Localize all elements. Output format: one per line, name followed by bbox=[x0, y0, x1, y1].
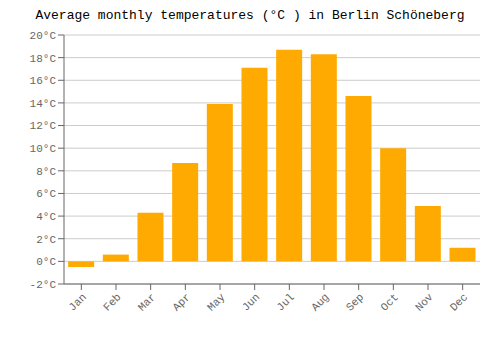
svg-text:Jun: Jun bbox=[240, 291, 262, 313]
svg-text:4°C: 4°C bbox=[36, 211, 56, 223]
html-text:Average monthly temperatures (: Average monthly temperatures (°C ) in Be… bbox=[35, 8, 465, 23]
svg-text:12°C: 12°C bbox=[30, 120, 57, 132]
svg-text:Jan: Jan bbox=[66, 291, 88, 313]
svg-text:Oct: Oct bbox=[378, 291, 400, 313]
svg-text:Feb: Feb bbox=[101, 291, 123, 313]
svg-text:10°C: 10°C bbox=[30, 143, 57, 155]
svg-text:Mar: Mar bbox=[136, 291, 158, 313]
svg-text:20°C: 20°C bbox=[30, 30, 57, 42]
svg-text:Jul: Jul bbox=[274, 291, 296, 313]
svg-text:May: May bbox=[205, 291, 228, 314]
svg-text:Sep: Sep bbox=[344, 291, 366, 313]
svg-text:Dec: Dec bbox=[448, 291, 470, 313]
svg-text:Nov: Nov bbox=[413, 291, 436, 314]
svg-text:-2°C: -2°C bbox=[30, 279, 57, 291]
svg-text:18°C: 18°C bbox=[30, 53, 57, 65]
svg-text:Apr: Apr bbox=[170, 291, 192, 313]
svg-text:Aug: Aug bbox=[309, 291, 331, 313]
svg-text:16°C: 16°C bbox=[30, 75, 57, 87]
svg-text:0°C: 0°C bbox=[36, 256, 56, 268]
svg-text:8°C: 8°C bbox=[36, 166, 56, 178]
svg-text:14°C: 14°C bbox=[30, 98, 57, 110]
svg-text:6°C: 6°C bbox=[36, 188, 56, 200]
svg-text:2°C: 2°C bbox=[36, 234, 56, 246]
